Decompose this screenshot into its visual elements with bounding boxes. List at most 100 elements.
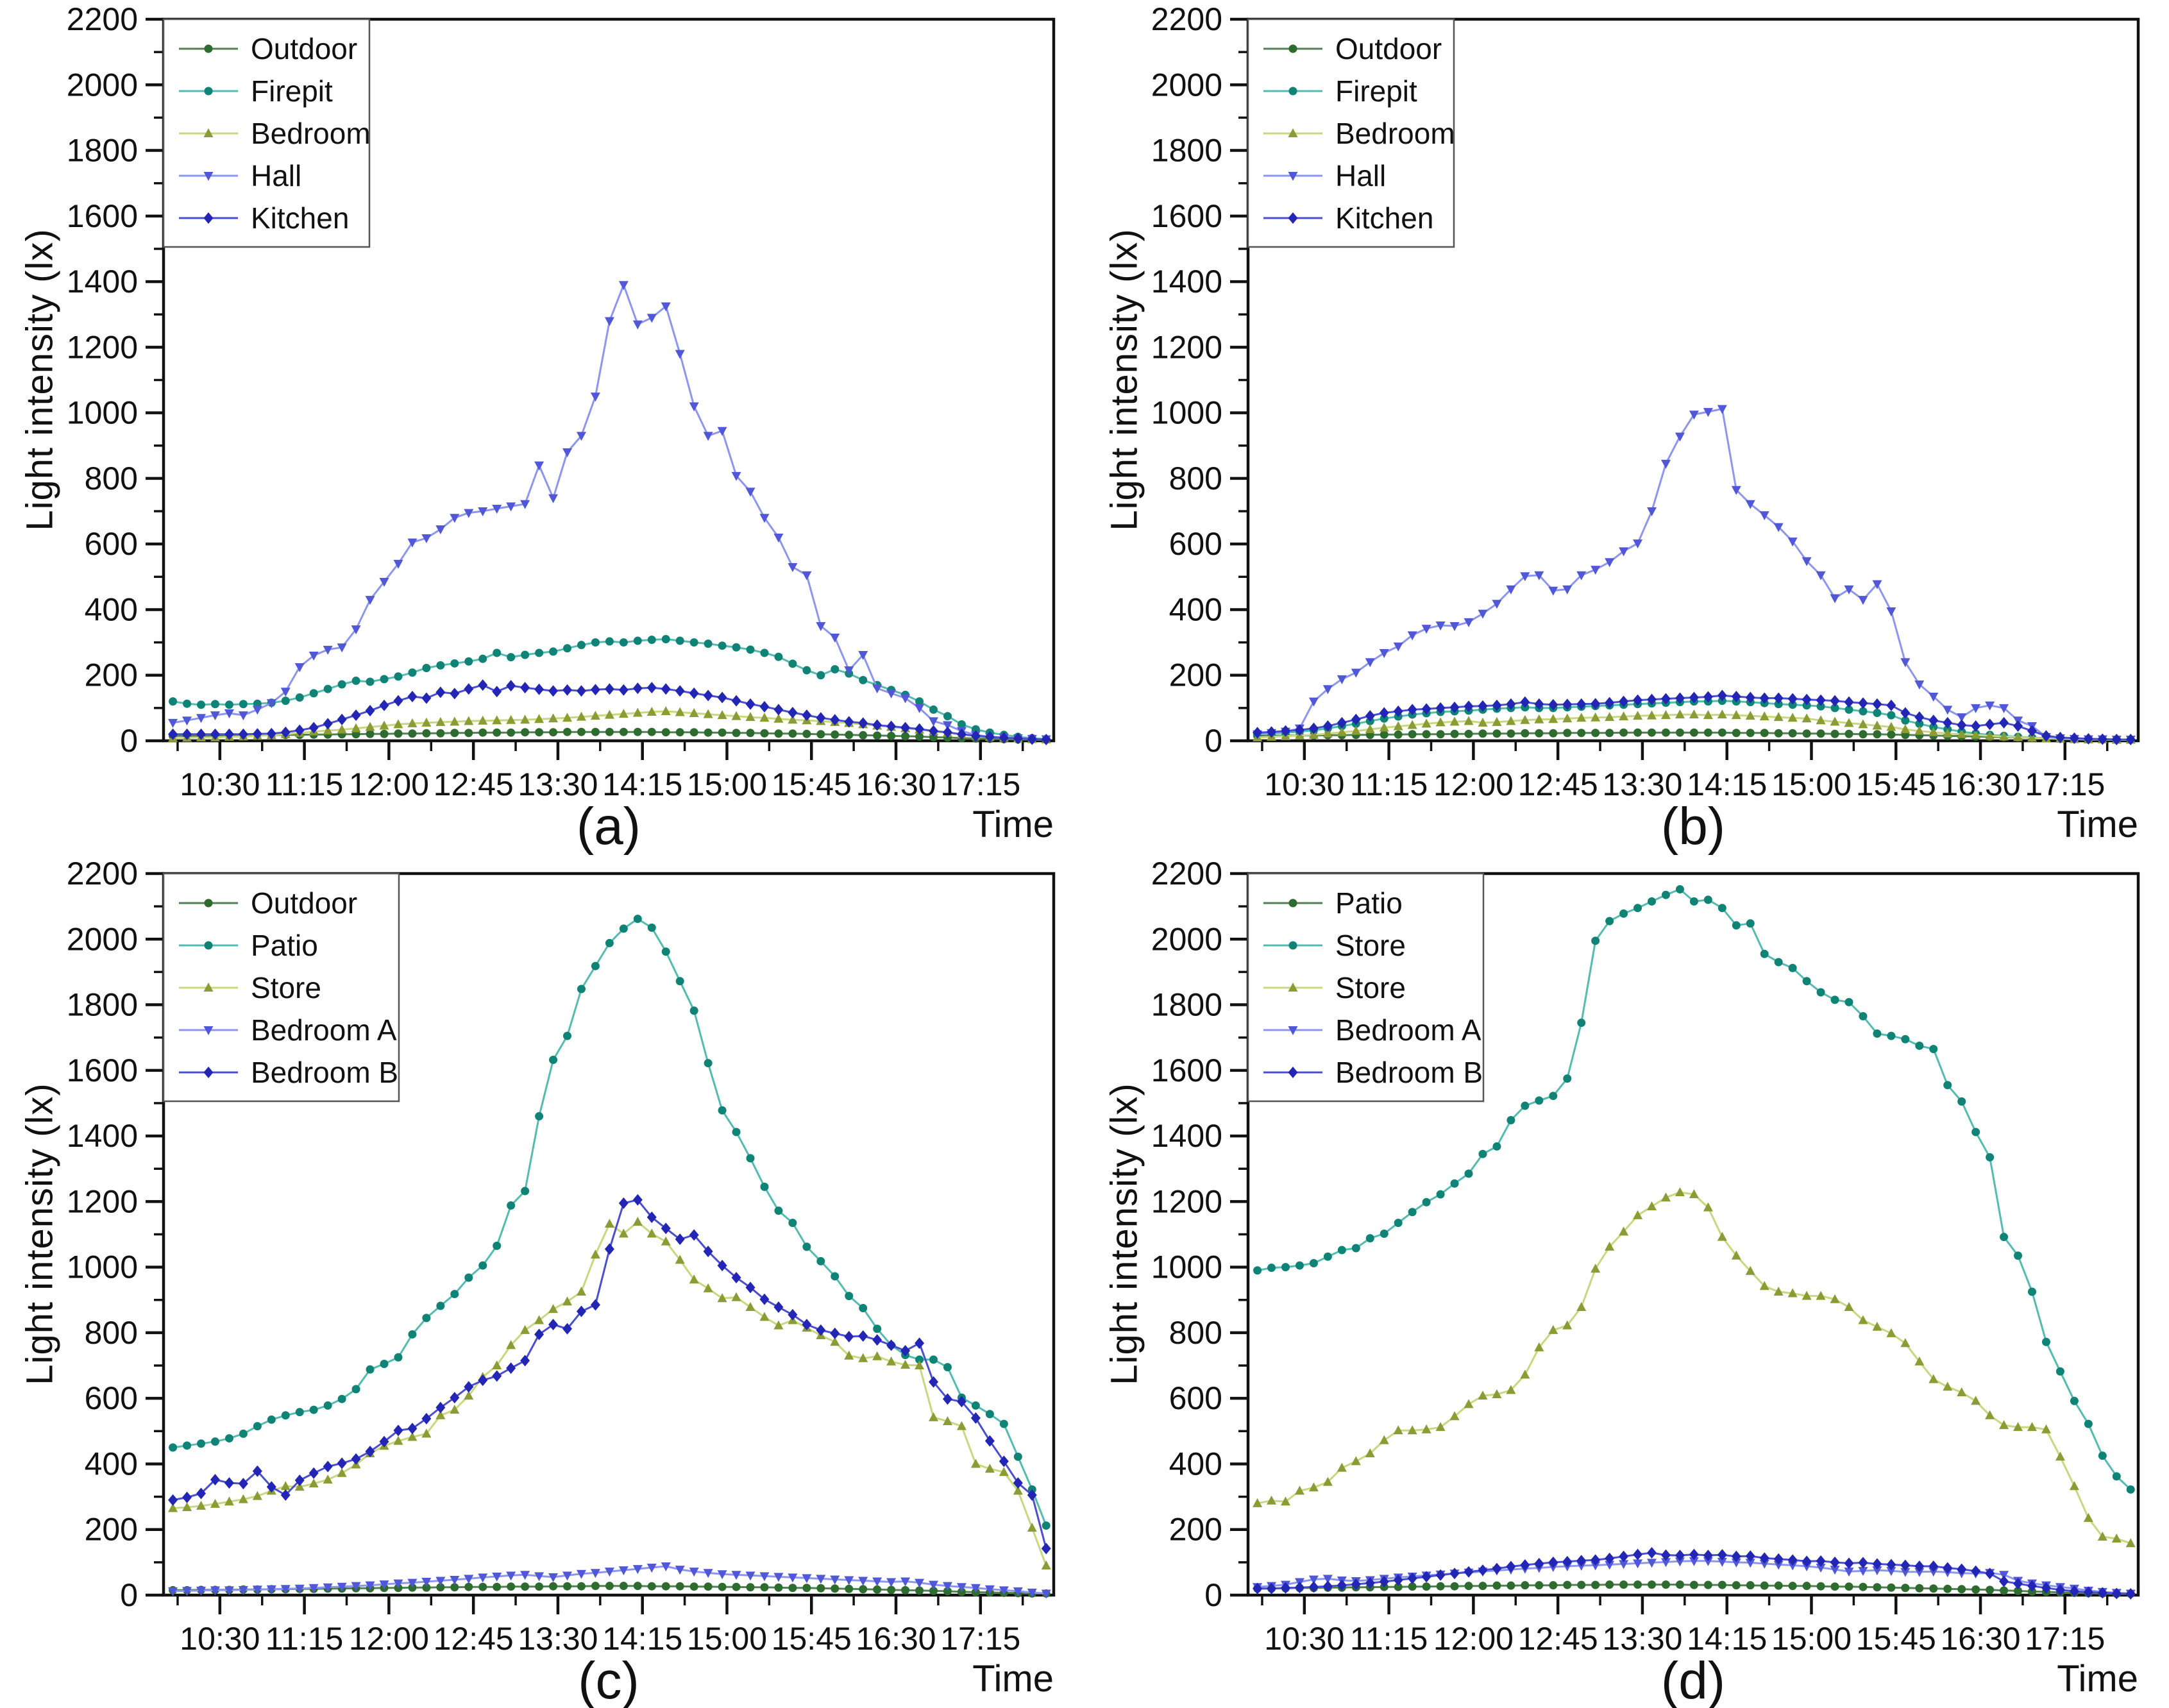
y-tick-label: 1400 xyxy=(67,1118,138,1154)
data-point xyxy=(1689,1189,1699,1199)
data-point xyxy=(1407,704,1417,716)
data-point xyxy=(421,1578,432,1587)
data-point xyxy=(1534,1342,1544,1351)
data-point xyxy=(1929,1584,1938,1593)
data-point xyxy=(450,1392,460,1404)
data-point xyxy=(478,507,488,517)
data-point xyxy=(788,1219,797,1228)
data-point xyxy=(1802,1555,1812,1568)
data-point xyxy=(1548,1324,1558,1334)
x-tick-label: 16:30 xyxy=(1940,1621,2020,1657)
data-point xyxy=(619,924,628,933)
data-point xyxy=(2041,1582,2051,1594)
data-point xyxy=(760,729,769,738)
y-tick-label: 1200 xyxy=(67,329,138,365)
data-point xyxy=(872,684,882,694)
data-point xyxy=(1464,1566,1474,1578)
legend-item-kitchen: Kitchen xyxy=(1263,201,1433,235)
y-tick-label: 800 xyxy=(85,1315,138,1351)
data-point xyxy=(1648,728,1657,737)
data-point xyxy=(2041,730,2051,742)
x-tick-label: 15:00 xyxy=(1771,1621,1852,1657)
data-point xyxy=(1830,695,1840,707)
data-point xyxy=(845,1292,854,1301)
data-point xyxy=(1745,1265,1755,1275)
data-point xyxy=(1731,710,1741,720)
data-point xyxy=(1351,1578,1361,1591)
data-point xyxy=(1478,717,1488,727)
data-point xyxy=(534,1572,544,1582)
legend-label: Hall xyxy=(251,159,301,192)
data-point xyxy=(421,1412,432,1425)
data-point xyxy=(1703,408,1713,418)
data-point xyxy=(816,1256,825,1265)
data-point xyxy=(703,1246,713,1258)
data-point xyxy=(380,675,389,684)
data-point xyxy=(675,1233,685,1246)
data-point xyxy=(337,713,347,725)
data-point xyxy=(224,709,234,719)
data-point xyxy=(632,707,643,717)
data-point xyxy=(816,1324,826,1336)
data-point xyxy=(1872,1558,1882,1570)
data-point xyxy=(1774,729,1783,738)
data-point xyxy=(450,1405,460,1414)
data-point xyxy=(1830,1556,1840,1568)
data-point xyxy=(394,672,403,681)
data-point xyxy=(1689,1548,1699,1560)
data-point xyxy=(1858,1315,1868,1324)
data-point xyxy=(675,707,685,716)
series-outdoor xyxy=(169,1582,1051,1598)
y-tick-label: 400 xyxy=(1169,1446,1222,1482)
series-store xyxy=(168,1217,1051,1569)
data-point xyxy=(548,1573,559,1582)
data-point xyxy=(1787,693,1798,705)
data-point xyxy=(1619,547,1629,557)
data-point xyxy=(1914,1568,1925,1577)
data-point xyxy=(548,685,559,697)
data-point xyxy=(1929,1045,1938,1054)
data-point xyxy=(1308,697,1319,707)
data-point xyxy=(1660,1549,1671,1561)
data-point xyxy=(703,709,713,718)
data-point xyxy=(295,693,304,702)
data-point xyxy=(1591,698,1601,710)
data-point xyxy=(915,1337,925,1349)
y-tick-label: 400 xyxy=(1169,591,1222,627)
data-point xyxy=(689,728,698,737)
data-point xyxy=(1562,698,1573,711)
data-point xyxy=(1041,733,1051,745)
data-point xyxy=(407,1423,418,1435)
data-point xyxy=(1957,713,1967,723)
data-point xyxy=(1759,692,1769,704)
data-point xyxy=(1844,1302,1854,1312)
data-point xyxy=(675,1566,685,1575)
data-point xyxy=(1591,712,1601,722)
data-point xyxy=(1548,1556,1558,1568)
data-point xyxy=(506,680,516,692)
data-point xyxy=(717,691,727,704)
data-point xyxy=(1717,728,1726,737)
data-point xyxy=(802,666,811,675)
data-point xyxy=(1322,685,1333,695)
data-point xyxy=(422,1314,431,1323)
data-point xyxy=(2125,1538,2136,1548)
data-point xyxy=(450,729,459,738)
data-point xyxy=(204,899,213,908)
data-point xyxy=(421,534,432,543)
data-point xyxy=(1281,725,1291,737)
data-point xyxy=(478,679,488,691)
data-point xyxy=(1859,730,1868,739)
legend-item-patio: Patio xyxy=(179,929,318,962)
data-point xyxy=(422,729,431,738)
y-tick-label: 1800 xyxy=(67,133,138,169)
data-point xyxy=(1858,1557,1868,1569)
x-tick-label: 17:15 xyxy=(940,766,1020,802)
legend-label: Store xyxy=(251,971,321,1004)
data-point xyxy=(239,1429,248,1438)
x-tick-label: 14:15 xyxy=(1687,1621,1767,1657)
data-point xyxy=(563,1582,572,1591)
data-point xyxy=(506,714,516,724)
data-point xyxy=(1985,1568,1995,1580)
data-point xyxy=(604,1219,614,1228)
